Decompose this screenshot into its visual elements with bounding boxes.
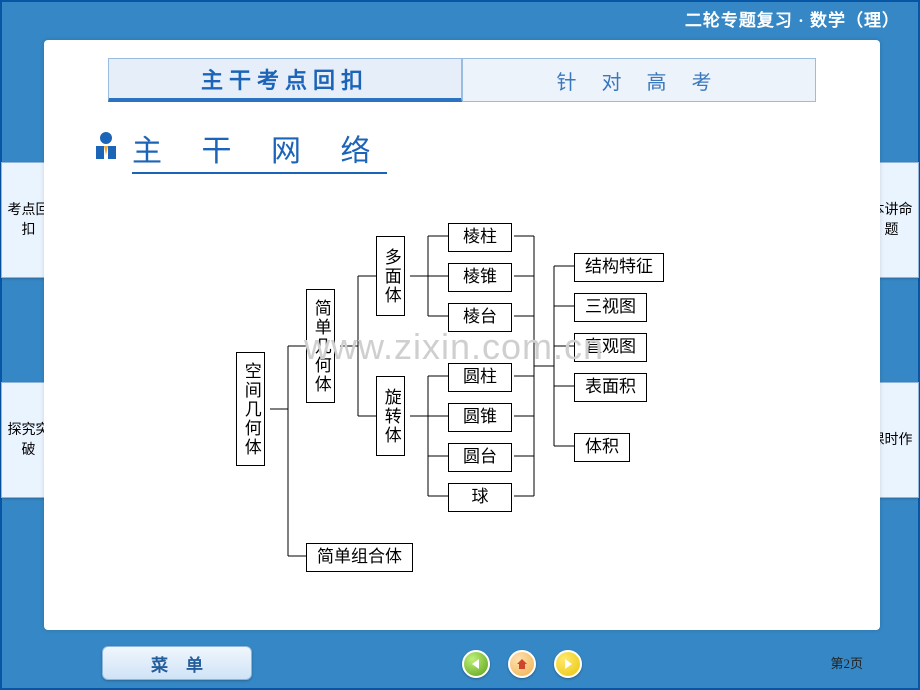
bottom-bar: 菜单 第2页 [2,638,918,688]
node-attr-1: 三视图 [574,293,647,322]
node-leaf-r2: 圆台 [448,443,512,472]
tab-active-label: 主干考点回扣 [201,63,369,95]
node-l3-0: 多面体 [376,236,405,316]
tab-inactive[interactable]: 针 对 高 考 [462,58,816,102]
tab-header: 主干考点回扣 针 对 高 考 [108,58,816,102]
node-attr-4: 体积 [574,433,630,462]
tab-active[interactable]: 主干考点回扣 [108,58,462,102]
node-attr-0: 结构特征 [574,253,664,282]
section-title-text: 主 干 网 络 [132,126,387,174]
section-title: 主 干 网 络 [90,126,387,174]
node-l2-1: 简单组合体 [306,543,413,572]
next-icon[interactable] [554,650,582,678]
node-l3-1: 旋转体 [376,376,405,456]
tab-inactive-label: 针 对 高 考 [557,66,722,95]
node-attr-2: 直观图 [574,333,647,362]
node-leaf-m2: 棱台 [448,303,512,332]
person-icon [90,129,122,161]
page-number: 第2页 [830,653,863,672]
node-l2-0: 简单几何体 [306,289,335,403]
app-frame: 二轮专题复习 · 数学（理） 考点回扣 探究突破 本讲命题 课时作 主干考点回扣… [0,0,920,690]
menu-label: 菜单 [151,651,221,676]
node-leaf-m1: 棱锥 [448,263,512,292]
content-panel: 主干考点回扣 针 对 高 考 主 干 网 络 www.zixin.com.cn [44,40,880,630]
node-leaf-r3: 球 [448,483,512,512]
nav-icons [462,650,582,678]
node-root: 空间几何体 [236,352,265,466]
node-leaf-r0: 圆柱 [448,363,512,392]
home-icon[interactable] [508,650,536,678]
menu-button[interactable]: 菜单 [102,646,252,680]
node-leaf-r1: 圆锥 [448,403,512,432]
prev-icon[interactable] [462,650,490,678]
node-leaf-m0: 棱柱 [448,223,512,252]
tree-diagram: 空间几何体 简单几何体 简单组合体 多面体 旋转体 棱柱 棱锥 棱台 圆柱 圆锥… [234,186,814,606]
node-attr-3: 表面积 [574,373,647,402]
title-bar: 二轮专题复习 · 数学（理） [2,2,918,34]
title-text: 二轮专题复习 · 数学（理） [685,6,900,31]
